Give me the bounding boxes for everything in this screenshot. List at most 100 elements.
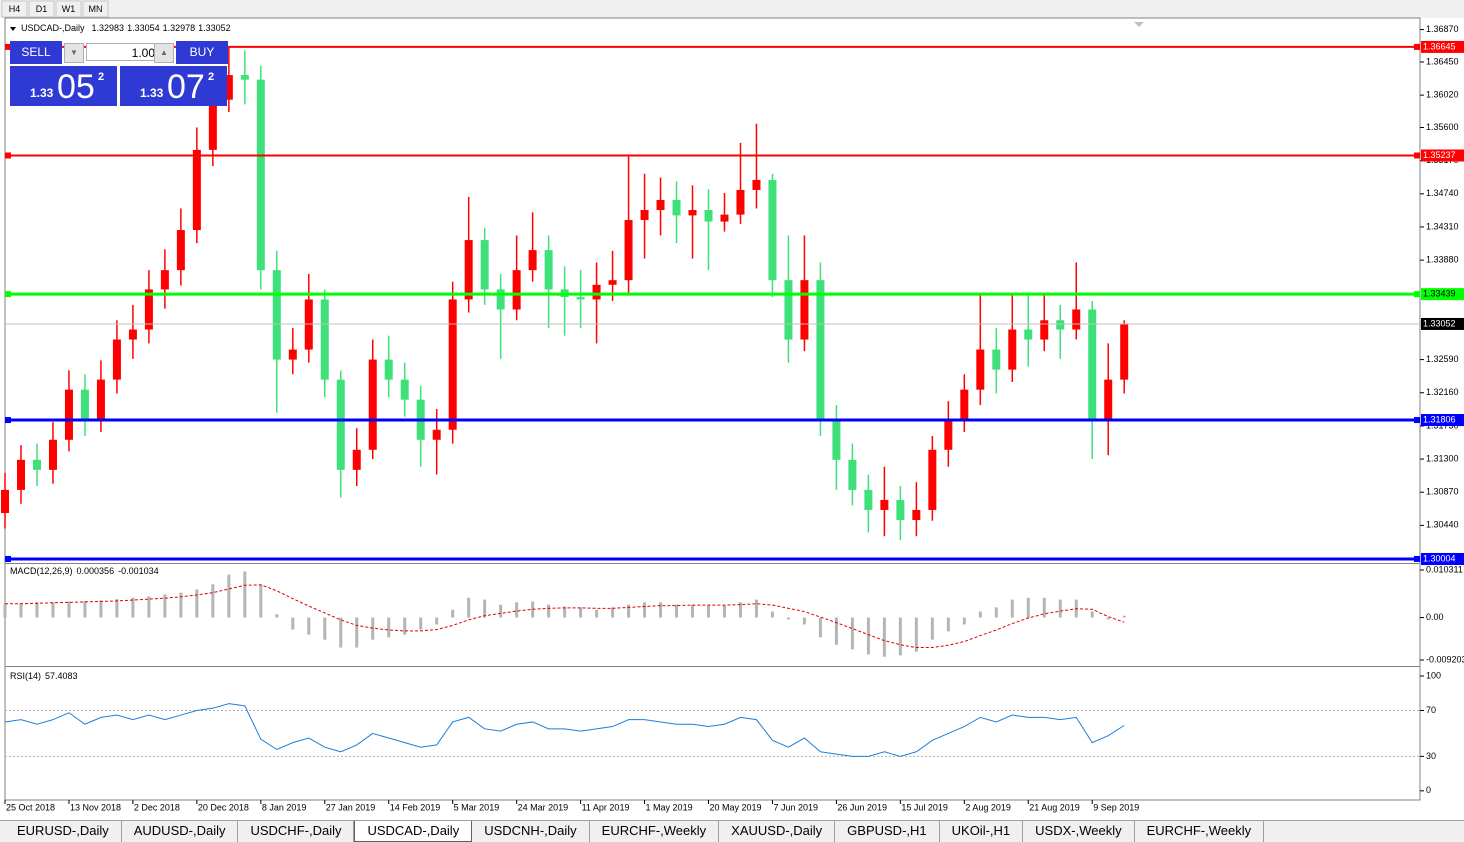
timeframe-label[interactable]: H4 <box>9 4 21 14</box>
price-label: 1.30004 <box>1423 553 1456 563</box>
chart-tab[interactable]: USDCAD-,Daily <box>354 821 473 842</box>
x-tick-label: 14 Feb 2019 <box>390 802 441 812</box>
macd-bar <box>227 574 231 618</box>
candle-body <box>512 270 521 310</box>
x-tick-label: 11 Apr 2019 <box>582 802 630 812</box>
candle-body <box>336 379 345 470</box>
macd-bar <box>35 602 39 618</box>
timeframe-button[interactable] <box>55 0 82 18</box>
candle-body <box>384 359 393 380</box>
macd-bar <box>115 599 119 618</box>
candle-body <box>80 389 89 420</box>
level-handle <box>1414 291 1420 298</box>
y-tick-label: 1.34740 <box>1426 188 1459 198</box>
candle-body <box>368 359 377 450</box>
macd-bar <box>627 604 631 618</box>
lot-down[interactable]: ▼ <box>64 43 84 63</box>
chart-tab[interactable]: USDCHF-,Daily <box>238 821 355 842</box>
buy-button[interactable]: BUY <box>176 41 228 64</box>
macd-bar <box>1106 617 1110 620</box>
timeframe-label[interactable]: W1 <box>62 4 76 14</box>
candle-body <box>1072 309 1081 330</box>
macd-bar <box>387 617 391 638</box>
chart-frame <box>4 17 1421 801</box>
chart-tab[interactable]: EURCHF-,Weekly <box>590 821 720 842</box>
macd-bar <box>291 617 295 630</box>
macd-bar <box>834 617 838 645</box>
sell-quote[interactable]: 1.33 05 2 <box>10 66 117 106</box>
candle-body <box>272 270 281 360</box>
candle-body <box>96 379 105 420</box>
macd-bar <box>770 611 774 618</box>
buy-quote[interactable]: 1.33 07 2 <box>120 66 227 106</box>
indicator-title: RSI(14) <box>10 671 41 681</box>
chart-tab[interactable]: XAUUSD-,Daily <box>719 821 836 842</box>
candle-body <box>912 509 921 520</box>
x-tick-label: 26 Jun 2019 <box>837 802 887 812</box>
timeframe-button[interactable] <box>1 0 28 18</box>
x-tick-label: 2 Dec 2018 <box>134 802 180 812</box>
macd-bar <box>499 604 503 618</box>
candle-body <box>448 299 457 430</box>
candle-body <box>160 270 169 290</box>
macd-bar <box>579 607 583 618</box>
chart-tab[interactable]: EURCHF-,Weekly <box>1135 821 1265 842</box>
candle-body <box>720 214 729 222</box>
sell-button[interactable]: SELL <box>10 41 62 64</box>
macd-bar <box>339 617 343 648</box>
macd-bar <box>707 605 711 618</box>
macd-bar <box>19 603 23 618</box>
macd-bar <box>211 584 215 618</box>
ohlc-value: 1.33054 <box>127 23 160 33</box>
timeframe-label[interactable]: MN <box>89 4 103 14</box>
chart-tab[interactable]: AUDUSD-,Daily <box>122 821 239 842</box>
x-tick-label: 7 Jun 2019 <box>773 802 818 812</box>
candle-body <box>256 79 265 271</box>
chart-tab[interactable]: UKOil-,H1 <box>940 821 1024 842</box>
macd-bar <box>1058 599 1062 618</box>
candle-body <box>1056 320 1065 330</box>
chart-tab[interactable]: USDX-,Weekly <box>1023 821 1135 842</box>
y-tick-label: 70 <box>1426 705 1436 715</box>
candle-body <box>48 439 57 470</box>
y-tick-label: 1.34310 <box>1426 221 1459 231</box>
macd-bar <box>323 617 327 640</box>
lot-input[interactable]: 1.00 <box>86 43 160 61</box>
macd-bar <box>1010 599 1014 618</box>
timeframe-label[interactable]: D1 <box>36 4 48 14</box>
macd-bar <box>51 602 55 618</box>
level-handle <box>5 555 11 562</box>
candle-body <box>1104 379 1113 420</box>
candle-body <box>64 389 73 440</box>
price-fraction: 2 <box>208 71 215 83</box>
chart-tab[interactable]: GBPUSD-,H1 <box>835 821 940 842</box>
candle-body <box>928 449 937 510</box>
candle-body <box>496 289 505 310</box>
price-label-box <box>1421 414 1464 427</box>
x-tick-label: 8 Jan 2019 <box>262 802 307 812</box>
candle-body <box>864 489 873 510</box>
candle-body <box>208 99 217 150</box>
price-label-box <box>1421 40 1464 53</box>
ohlc-value: 1.33052 <box>198 23 231 33</box>
timeframe-button[interactable] <box>82 0 109 18</box>
lot-up[interactable]: ▲ <box>154 43 174 63</box>
toolbar <box>0 0 1464 18</box>
macd-bar <box>802 617 806 625</box>
macd-bar <box>978 611 982 618</box>
level-handle <box>1414 43 1420 50</box>
x-tick-label: 15 Jul 2019 <box>901 802 948 812</box>
price-label: 1.36645 <box>1423 41 1456 51</box>
indicator-reading: 0.000356 <box>77 566 115 576</box>
timeframe-button[interactable] <box>28 0 55 18</box>
chart-tab[interactable]: EURUSD-,Daily <box>5 821 122 842</box>
y-tick-label: 1.30870 <box>1426 487 1459 497</box>
chart-tab[interactable]: USDCNH-,Daily <box>472 821 590 842</box>
price-label-box <box>1421 288 1464 301</box>
y-tick-label: 1.32590 <box>1426 354 1459 364</box>
macd-bar <box>243 571 247 618</box>
candle-body <box>768 179 777 281</box>
candle-body <box>880 499 889 510</box>
timeframe-bar: H4 D1 W1 MN <box>1 0 109 18</box>
x-tick-label: 20 May 2019 <box>710 802 762 812</box>
